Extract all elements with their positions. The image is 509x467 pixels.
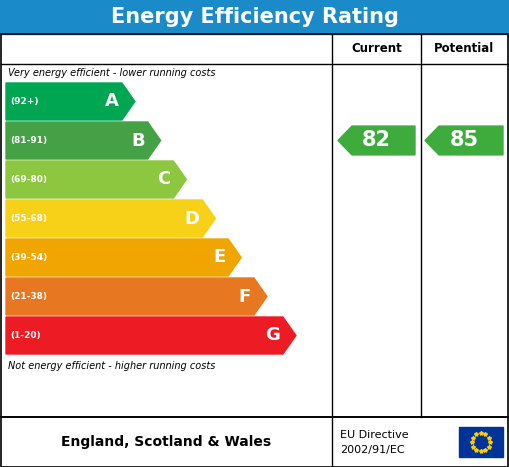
- Text: EU Directive: EU Directive: [340, 430, 409, 439]
- Text: (81-91): (81-91): [10, 136, 47, 145]
- Text: Energy Efficiency Rating: Energy Efficiency Rating: [110, 7, 399, 27]
- Polygon shape: [338, 126, 415, 155]
- Text: England, Scotland & Wales: England, Scotland & Wales: [61, 435, 271, 449]
- Text: (39-54): (39-54): [10, 253, 47, 262]
- Text: Potential: Potential: [434, 42, 495, 56]
- Text: Not energy efficient - higher running costs: Not energy efficient - higher running co…: [8, 361, 215, 371]
- Text: (1-20): (1-20): [10, 331, 41, 340]
- Text: (55-68): (55-68): [10, 214, 47, 223]
- Text: A: A: [105, 92, 119, 111]
- Bar: [1, 417, 508, 467]
- Text: D: D: [184, 210, 200, 227]
- Text: G: G: [265, 326, 280, 345]
- Polygon shape: [6, 83, 135, 120]
- Bar: [1, 34, 508, 417]
- Bar: [459, 427, 503, 457]
- Polygon shape: [425, 126, 503, 155]
- Text: E: E: [213, 248, 225, 267]
- Text: (92+): (92+): [10, 97, 39, 106]
- Text: (69-80): (69-80): [10, 175, 47, 184]
- Polygon shape: [6, 122, 161, 159]
- Text: B: B: [131, 132, 145, 149]
- Polygon shape: [6, 200, 215, 237]
- Text: Current: Current: [351, 42, 402, 56]
- Polygon shape: [6, 161, 186, 198]
- Polygon shape: [6, 317, 296, 354]
- Text: F: F: [239, 288, 251, 305]
- Text: (21-38): (21-38): [10, 292, 47, 301]
- Text: C: C: [157, 170, 171, 189]
- Text: 2002/91/EC: 2002/91/EC: [340, 445, 405, 454]
- Bar: [0, 0, 509, 34]
- Text: 85: 85: [449, 130, 478, 150]
- Polygon shape: [6, 278, 267, 315]
- Text: 82: 82: [362, 130, 391, 150]
- Text: Very energy efficient - lower running costs: Very energy efficient - lower running co…: [8, 68, 215, 78]
- Polygon shape: [6, 239, 241, 276]
